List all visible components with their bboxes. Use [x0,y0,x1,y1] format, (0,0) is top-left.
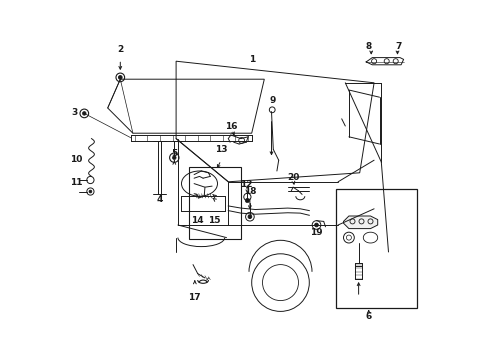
Text: 12: 12 [240,180,252,189]
Text: 5: 5 [171,149,177,158]
Text: 13: 13 [214,145,227,154]
Circle shape [118,76,122,79]
Text: 9: 9 [269,96,275,105]
Text: 19: 19 [309,228,322,237]
Text: 8: 8 [365,41,371,50]
Text: 18: 18 [243,187,256,196]
Circle shape [314,223,318,227]
Text: 11: 11 [70,178,82,187]
Text: 16: 16 [224,122,237,131]
Text: 4: 4 [156,195,163,204]
Text: 7: 7 [395,41,401,50]
Circle shape [89,190,92,193]
Text: 10: 10 [70,154,82,163]
Text: 15: 15 [207,216,220,225]
Circle shape [247,215,251,219]
Bar [188,167,241,239]
Text: 6: 6 [365,311,371,320]
Circle shape [82,112,86,115]
Text: 2: 2 [117,45,123,54]
Circle shape [172,156,176,159]
Bar [336,189,416,308]
Text: 17: 17 [187,292,200,302]
Text: 3: 3 [71,108,78,117]
Polygon shape [343,216,377,229]
Circle shape [244,198,249,203]
Text: 14: 14 [190,216,203,225]
Text: 20: 20 [286,173,299,181]
Text: 1: 1 [248,55,254,64]
